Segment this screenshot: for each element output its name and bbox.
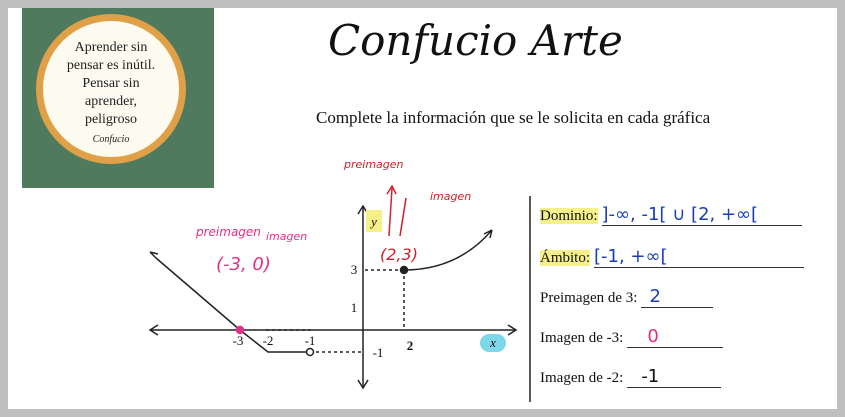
function-left bbox=[155, 257, 310, 353]
highlight bbox=[366, 210, 382, 232]
form-row: Imagen de -2: -1 bbox=[540, 366, 722, 388]
note: preimagen bbox=[195, 225, 261, 239]
quote-line: Aprender sin bbox=[74, 40, 148, 55]
instruction: Complete la información que se le solici… bbox=[316, 108, 711, 127]
form-label: Ámbito: bbox=[540, 250, 591, 266]
arrow bbox=[149, 251, 159, 259]
quote-circle: Aprender sin pensar es inútil. Pensar si… bbox=[36, 14, 186, 164]
answer: 2 bbox=[641, 286, 714, 308]
form-row: Imagen de -3: 0 bbox=[540, 326, 724, 348]
tick-label: 1 bbox=[351, 300, 358, 315]
answer: 0 bbox=[627, 326, 724, 348]
note-arrows bbox=[386, 184, 407, 237]
tick-label: -1 bbox=[373, 345, 384, 360]
quote-line: aprender, bbox=[85, 94, 137, 109]
answer: -1 bbox=[627, 366, 722, 388]
note: (-3, 0) bbox=[216, 254, 271, 275]
arrow-heads bbox=[148, 204, 518, 390]
tick-label: -1 bbox=[305, 333, 316, 348]
axes bbox=[148, 204, 518, 390]
tick-label: 3 bbox=[351, 262, 358, 277]
arrow bbox=[483, 229, 493, 239]
note: imagen bbox=[430, 190, 471, 203]
worksheet: Aprender sin pensar es inútil. Pensar si… bbox=[8, 8, 837, 409]
note: imagen bbox=[266, 230, 307, 243]
axis-label: y bbox=[369, 214, 377, 229]
axis-label: x bbox=[489, 335, 496, 350]
closed-point bbox=[399, 265, 409, 275]
guides bbox=[266, 269, 405, 353]
quote-card: Aprender sin pensar es inútil. Pensar si… bbox=[22, 8, 214, 188]
form-row: Dominio:]-∞, -1[ ∪ [2, +∞[ bbox=[540, 204, 802, 226]
point bbox=[235, 325, 245, 335]
form-label: Imagen de -3: bbox=[540, 330, 624, 346]
graph: x y -3 -2 -1 2 3 1 -1 preimagen imagen (… bbox=[148, 158, 531, 402]
answer: ]-∞, -1[ ∪ [2, +∞[ bbox=[601, 204, 802, 226]
quote-line: pensar es inútil. bbox=[66, 58, 156, 73]
highlight bbox=[480, 334, 506, 352]
tick-label: -3 bbox=[233, 333, 244, 348]
title: Confucio Arte bbox=[328, 16, 623, 65]
form-row: Ámbito: [-1, +∞[ bbox=[540, 246, 805, 268]
form-label: Dominio: bbox=[540, 208, 598, 224]
form-row: Preimagen de 3: 2 bbox=[540, 286, 714, 308]
tick-label: -2 bbox=[263, 333, 274, 348]
form-label: Imagen de -2: bbox=[540, 370, 624, 386]
form-label: Preimagen de 3: bbox=[540, 290, 638, 306]
quote-line: peligroso bbox=[84, 112, 138, 127]
quote-line: Pensar sin bbox=[82, 76, 140, 91]
tick-label: 2 bbox=[407, 338, 414, 353]
note: preimagen bbox=[343, 158, 404, 171]
answer: [-1, +∞[ bbox=[594, 246, 805, 268]
open-point bbox=[305, 347, 315, 357]
note: (2,3) bbox=[380, 245, 418, 264]
function-right bbox=[403, 229, 493, 271]
quote-author: Confucio bbox=[92, 134, 130, 145]
